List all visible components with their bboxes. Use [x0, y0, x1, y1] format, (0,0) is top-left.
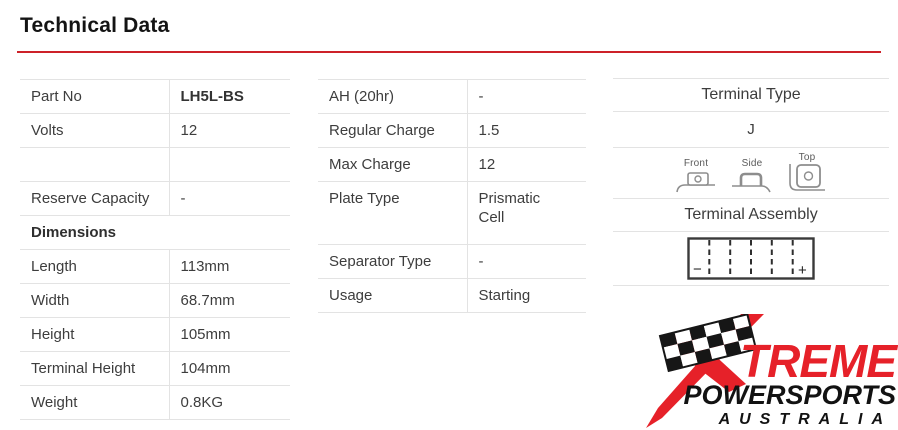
table-row: Regular Charge 1.5	[318, 113, 586, 148]
spec-value	[169, 147, 290, 182]
spec-label: Regular Charge	[318, 113, 468, 148]
front-view-label: Front	[683, 158, 709, 169]
plus-terminal-mark: +	[798, 262, 807, 279]
spec-value: 104mm	[169, 351, 290, 386]
minus-terminal-mark: −	[693, 261, 702, 278]
table-row: Terminal Height 104mm	[20, 351, 290, 386]
spec-label: Weight	[20, 385, 170, 420]
table-section-row: Dimensions	[20, 215, 290, 250]
spec-value: Prismatic Cell	[467, 181, 586, 245]
terminal-assembly-row: − +	[613, 232, 889, 286]
terminal-type-label: Terminal Type	[701, 86, 801, 103]
spec-value: Starting	[467, 278, 586, 313]
table-row: Width 68.7mm	[20, 283, 290, 318]
table-row: Max Charge 12	[318, 147, 586, 182]
terminal-type-value-row: J	[613, 112, 889, 148]
spec-value: -	[467, 244, 586, 279]
spec-label: Reserve Capacity	[20, 181, 170, 216]
terminal-assembly-label: Terminal Assembly	[684, 206, 818, 223]
table-row: Reserve Capacity -	[20, 181, 290, 216]
spec-label: Plate Type	[318, 181, 468, 245]
table-row: Plate Type Prismatic Cell	[318, 181, 586, 245]
terminal-type-value: J	[747, 121, 755, 138]
side-view-label: Side	[741, 158, 763, 169]
spec-value-part-no: LH5L-BS	[169, 79, 290, 114]
section-heading-dimensions: Dimensions	[20, 215, 290, 250]
xtreme-powersports-logo: TREME POWERSPORTS AUSTRALIA	[646, 314, 898, 428]
page-title: Technical Data	[20, 14, 170, 37]
table-row: Separator Type -	[318, 244, 586, 279]
spec-value: 0.8KG	[169, 385, 290, 420]
terminal-front-icon	[676, 172, 715, 193]
table-row: Part No LH5L-BS	[20, 79, 290, 114]
table-row-empty	[20, 147, 290, 182]
spec-label: Max Charge	[318, 147, 468, 182]
spec-label: Height	[20, 317, 170, 352]
spec-value: 12	[169, 113, 290, 148]
terminal-view-front: Front	[675, 158, 717, 193]
logo-australia-text: AUSTRALIA	[718, 411, 892, 428]
spec-value: -	[467, 79, 586, 114]
terminal-type-header: Terminal Type	[613, 79, 889, 112]
title-underline	[17, 51, 881, 53]
spec-value: -	[169, 181, 290, 216]
checkered-flag-icon	[658, 314, 758, 373]
spec-value: 1.5	[467, 113, 586, 148]
terminal-side-icon	[732, 172, 771, 193]
terminal-top-icon	[789, 164, 825, 191]
table-row: Weight 0.8KG	[20, 385, 290, 420]
spec-label: Part No	[20, 79, 170, 114]
top-view-label: Top	[798, 152, 816, 163]
table-row: Length 113mm	[20, 249, 290, 284]
spec-label: Terminal Height	[20, 351, 170, 386]
spec-label: Separator Type	[318, 244, 468, 279]
logo-treme-text: TREME	[740, 335, 898, 387]
spec-label: Length	[20, 249, 170, 284]
table-row: Usage Starting	[318, 278, 586, 313]
table-row: AH (20hr) -	[318, 79, 586, 114]
table-row: Volts 12	[20, 113, 290, 148]
battery-assembly-diagram: − +	[687, 237, 815, 280]
logo-powersports-text: POWERSPORTS	[683, 380, 896, 410]
spec-value: 105mm	[169, 317, 290, 352]
spec-label	[20, 147, 170, 182]
spec-table-primary: Part No LH5L-BS Volts 12 Reserve Capacit…	[20, 79, 290, 420]
spec-value: 12	[467, 147, 586, 182]
spec-label: Usage	[318, 278, 468, 313]
spec-label: Volts	[20, 113, 170, 148]
terminal-panel: Terminal Type J Front Side	[613, 78, 889, 286]
terminal-view-top: Top	[787, 152, 827, 193]
spec-label: AH (20hr)	[318, 79, 468, 114]
terminal-views-row: Front Side Top	[613, 148, 889, 199]
spec-value: 68.7mm	[169, 283, 290, 318]
terminal-assembly-header: Terminal Assembly	[613, 199, 889, 232]
spec-table-secondary: AH (20hr) - Regular Charge 1.5 Max Charg…	[318, 79, 586, 313]
spec-label: Width	[20, 283, 170, 318]
terminal-view-side: Side	[732, 158, 772, 193]
spec-value: 113mm	[169, 249, 290, 284]
table-row: Height 105mm	[20, 317, 290, 352]
